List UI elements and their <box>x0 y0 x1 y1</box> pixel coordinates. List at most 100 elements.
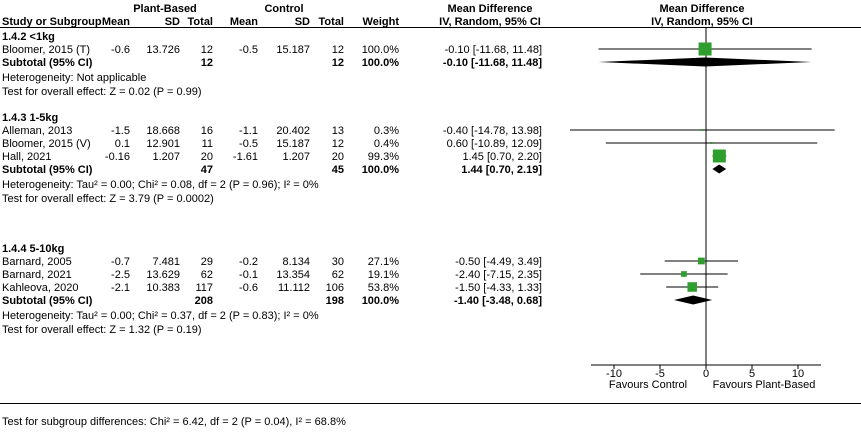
subtotal-ci-text: -1.40 [-3.48, 0.68] <box>453 295 542 307</box>
study-label: Bloomer, 2015 (T) <box>2 44 91 56</box>
column-header-total-treatment: Total <box>187 16 213 28</box>
overall-effect-note: Test for overall effect: Z = 0.02 (P = 0… <box>2 86 202 98</box>
column-header-study: Study or Subgroup <box>2 16 102 28</box>
column-header-ci-text: IV, Random, 95% CI <box>439 16 541 28</box>
control-total: 12 <box>331 138 344 150</box>
treatment-mean: -1.5 <box>111 125 130 137</box>
study-ci-text: -0.10 [-11.68, 11.48] <box>444 44 542 56</box>
subtotal-weight: 100.0% <box>361 164 399 176</box>
study-weight: 99.3% <box>367 151 399 163</box>
subtotal-ci-text: 1.44 [0.70, 2.19] <box>461 164 542 176</box>
control-total: 106 <box>325 282 344 294</box>
subtotal-label: Subtotal (95% CI) <box>2 164 93 176</box>
forest-square <box>701 129 704 131</box>
treatment-total: 20 <box>200 151 213 163</box>
study-label: Alleman, 2013 <box>2 125 73 137</box>
subtotal-treatment-total: 47 <box>200 164 213 176</box>
control-total: 20 <box>331 151 344 163</box>
study-ci-text: -0.50 [-4.49, 3.49] <box>455 256 542 268</box>
subgroup-header: 1.4.3 1-5kg <box>2 112 59 124</box>
axis-tick-label: 10 <box>791 368 805 380</box>
control-mean: -0.5 <box>239 44 258 56</box>
heterogeneity-note: Heterogeneity: Not applicable <box>2 72 147 84</box>
subtotal-diamond <box>712 164 727 174</box>
treatment-mean: -0.6 <box>111 44 130 56</box>
treatment-sd: 10.383 <box>146 282 180 294</box>
control-total: 13 <box>331 125 344 137</box>
study-weight: 27.1% <box>367 256 399 268</box>
subtotal-treatment-total: 208 <box>194 295 213 307</box>
study-weight: 53.8% <box>367 282 399 294</box>
treatment-sd: 13.726 <box>146 44 180 56</box>
forest-square <box>698 257 705 265</box>
column-header-sd-treatment: SD <box>164 16 180 28</box>
study-ci-text: -2.40 [-7.15, 2.35] <box>455 269 542 281</box>
subtotal-control-total: 198 <box>325 295 344 307</box>
treatment-mean: 0.1 <box>114 138 130 150</box>
footer-divider <box>0 403 861 404</box>
overall-effect-note: Test for overall effect: Z = 3.79 (P = 0… <box>2 193 214 205</box>
heterogeneity-note: Heterogeneity: Tau² = 0.00; Chi² = 0.08,… <box>2 179 319 191</box>
axis-tick-label: -10 <box>606 368 622 380</box>
control-mean: -1.1 <box>239 125 258 137</box>
control-sd: 11.112 <box>277 282 310 294</box>
forest-square <box>681 271 687 277</box>
control-mean: -0.1 <box>239 269 258 281</box>
forest-square <box>687 282 697 292</box>
control-mean: -1.61 <box>232 151 258 163</box>
subgroup-header: 1.4.2 <1kg <box>2 31 55 43</box>
study-label: Kahleova, 2020 <box>2 282 79 294</box>
treatment-total: 11 <box>201 138 213 150</box>
control-mean: -0.6 <box>239 282 258 294</box>
subtotal-diamond <box>673 295 713 305</box>
subtotal-treatment-total: 12 <box>200 57 213 69</box>
subtotal-control-total: 12 <box>331 57 344 69</box>
column-group-treatment: Plant-Based <box>133 3 197 15</box>
forest-square <box>698 42 712 56</box>
study-label: Bloomer, 2015 (V) <box>2 138 91 150</box>
axis-tick-label: 5 <box>748 368 756 380</box>
treatment-total: 16 <box>200 125 213 137</box>
axis-label-favours-control: Favours Control <box>608 379 688 391</box>
heterogeneity-note: Heterogeneity: Tau² = 0.00; Chi² = 0.37,… <box>2 310 319 322</box>
treatment-mean: -2.5 <box>111 269 130 281</box>
column-header-mean-control: Mean <box>229 16 258 28</box>
treatment-total: 12 <box>200 44 213 56</box>
column-header-sd-control: SD <box>294 16 310 28</box>
control-total: 62 <box>331 269 344 281</box>
subtotal-label: Subtotal (95% CI) <box>2 57 93 69</box>
treatment-mean: -0.7 <box>111 256 130 268</box>
treatment-sd: 13.629 <box>146 269 180 281</box>
study-weight: 0.4% <box>373 138 399 150</box>
study-weight: 100.0% <box>361 44 399 56</box>
control-sd: 15.187 <box>276 44 310 56</box>
study-label: Hall, 2021 <box>2 151 52 163</box>
control-mean: -0.2 <box>239 256 258 268</box>
control-sd: 20.402 <box>276 125 310 137</box>
axis-tick-label: 0 <box>702 368 710 380</box>
treatment-sd: 7.481 <box>152 256 180 268</box>
subtotal-label: Subtotal (95% CI) <box>2 295 93 307</box>
study-ci-text: -1.50 [-4.33, 1.33] <box>455 282 542 294</box>
header-divider <box>0 27 861 28</box>
control-sd: 1.207 <box>282 151 310 163</box>
treatment-sd: 1.207 <box>152 151 180 163</box>
forest-square <box>710 142 713 144</box>
subtotal-weight: 100.0% <box>361 295 399 307</box>
control-sd: 13.354 <box>276 269 310 281</box>
subtotal-ci-text: -0.10 [-11.68, 11.48] <box>442 57 542 69</box>
subtotal-diamond <box>598 57 812 67</box>
treatment-mean: -0.16 <box>104 151 130 163</box>
subtotal-weight: 100.0% <box>361 57 399 69</box>
study-ci-text: -0.40 [-14.78, 13.98] <box>442 125 542 137</box>
column-header-weight: Weight <box>362 16 399 28</box>
axis-tick-label: -5 <box>655 368 665 380</box>
control-total: 30 <box>331 256 344 268</box>
study-ci-text: 0.60 [-10.89, 12.09] <box>446 138 542 150</box>
control-mean: -0.5 <box>239 138 258 150</box>
study-weight: 19.1% <box>367 269 399 281</box>
study-label: Barnard, 2005 <box>2 256 72 268</box>
treatment-total: 62 <box>200 269 213 281</box>
subgroup-differences-note: Test for subgroup differences: Chi² = 6.… <box>2 416 346 428</box>
